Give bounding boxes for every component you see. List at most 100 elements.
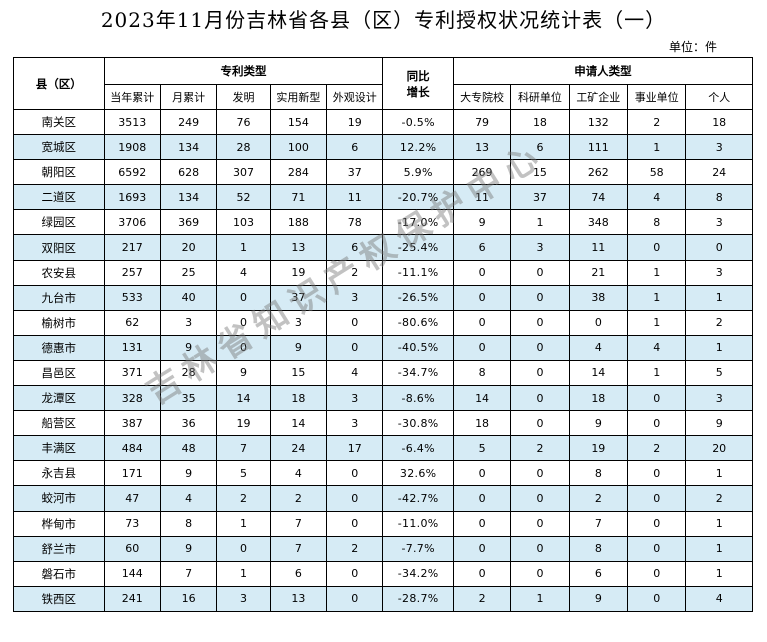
county-name-cell: 船营区 xyxy=(13,410,105,437)
growth-cell: -20.7% xyxy=(382,184,454,211)
value-cell: 8 xyxy=(452,359,512,387)
value-cell: 0 xyxy=(216,535,271,562)
value-cell: 0 xyxy=(510,510,570,537)
value-cell: 3 xyxy=(510,234,570,261)
value-cell: 0 xyxy=(452,560,512,587)
value-cell: 171 xyxy=(103,460,161,487)
value-cell: 0 xyxy=(326,485,384,512)
value-cell: 35 xyxy=(159,385,218,412)
value-cell: 1 xyxy=(626,359,687,387)
growth-cell: -28.7% xyxy=(382,585,454,612)
value-cell: 3513 xyxy=(103,108,161,136)
county-name-cell: 德惠市 xyxy=(13,334,105,361)
county-name-cell: 桦甸市 xyxy=(13,510,105,537)
value-cell: 3 xyxy=(159,309,218,336)
value-cell: 241 xyxy=(103,585,161,612)
value-cell: 3706 xyxy=(103,209,161,236)
table-row: 南关区 3513 249 76 154 19 -0.5% 79 18 132 2 18 xyxy=(13,108,753,136)
value-cell: 79 xyxy=(452,108,512,136)
value-cell: 58 xyxy=(626,159,687,186)
growth-header: 同比 增长 xyxy=(382,57,454,110)
value-cell: 14 xyxy=(568,359,629,387)
value-cell: 3 xyxy=(269,309,328,336)
value-cell: 1 xyxy=(626,134,687,161)
value-cell: 3 xyxy=(685,134,753,161)
value-cell: 217 xyxy=(103,234,161,261)
value-cell: 15 xyxy=(269,359,328,387)
value-cell: 74 xyxy=(568,184,629,211)
value-cell: 154 xyxy=(269,108,328,136)
value-cell: 19 xyxy=(326,108,384,136)
value-cell: 9 xyxy=(159,460,218,487)
value-cell: 0 xyxy=(626,585,687,612)
value-cell: 0 xyxy=(452,485,512,512)
value-cell: 0 xyxy=(326,460,384,487)
value-cell: 387 xyxy=(103,410,161,437)
growth-cell: -40.5% xyxy=(382,334,454,361)
growth-cell: -8.6% xyxy=(382,385,454,412)
value-cell: 76 xyxy=(216,108,271,136)
value-cell: 20 xyxy=(685,435,753,462)
value-cell: 62 xyxy=(103,309,161,336)
table-row: 永吉县 171 9 5 4 0 32.6% 0 0 8 0 1 xyxy=(13,460,753,487)
table-row: 二道区 1693 134 52 71 11 -20.7% 11 37 74 4 8 xyxy=(13,184,753,211)
value-cell: 24 xyxy=(269,435,328,462)
value-cell: 60 xyxy=(103,535,161,562)
value-cell: 9 xyxy=(216,359,271,387)
value-cell: 1 xyxy=(216,234,271,261)
growth-cell: 5.9% xyxy=(382,159,454,186)
county-name-cell: 朝阳区 xyxy=(13,159,105,186)
value-cell: 71 xyxy=(269,184,328,211)
value-cell: 1 xyxy=(626,259,687,286)
value-cell: 0 xyxy=(626,410,687,437)
value-cell: 7 xyxy=(269,535,328,562)
value-cell: 1 xyxy=(510,585,570,612)
county-name-cell: 二道区 xyxy=(13,184,105,211)
value-cell: 2 xyxy=(626,435,687,462)
value-cell: 11 xyxy=(326,184,384,211)
value-cell: 73 xyxy=(103,510,161,537)
value-cell: 1 xyxy=(685,460,753,487)
value-cell: 6 xyxy=(452,234,512,261)
value-cell: 0 xyxy=(326,334,384,361)
value-cell: 4 xyxy=(159,485,218,512)
value-cell: 284 xyxy=(269,159,328,186)
value-cell: 1 xyxy=(685,560,753,587)
value-cell: 3 xyxy=(326,284,384,311)
value-cell: 628 xyxy=(159,159,218,186)
table-row: 双阳区 217 20 1 13 6 -25.4% 6 3 11 0 0 xyxy=(13,234,753,261)
value-cell: 4 xyxy=(216,259,271,286)
value-cell: 100 xyxy=(269,134,328,161)
value-cell: 3 xyxy=(685,385,753,412)
county-name-cell: 磐石市 xyxy=(13,560,105,587)
value-cell: 262 xyxy=(568,159,629,186)
table-body: 南关区 3513 249 76 154 19 -0.5% 79 18 132 2 18 宽城区 1908 1… xyxy=(13,108,753,612)
value-cell: 0 xyxy=(626,460,687,487)
col-header-individual: 个人 xyxy=(685,84,753,110)
value-cell: 9 xyxy=(269,334,328,361)
growth-cell: 32.6% xyxy=(382,460,454,487)
county-name-cell: 永吉县 xyxy=(13,460,105,487)
value-cell: 13 xyxy=(269,585,328,612)
value-cell: 19 xyxy=(568,435,629,462)
county-name-cell: 舒兰市 xyxy=(13,535,105,562)
value-cell: 0 xyxy=(452,309,512,336)
value-cell: 0 xyxy=(452,460,512,487)
value-cell: 4 xyxy=(626,334,687,361)
value-cell: 6592 xyxy=(103,159,161,186)
value-cell: 4 xyxy=(626,184,687,211)
value-cell: 7 xyxy=(159,560,218,587)
growth-cell: -26.5% xyxy=(382,284,454,311)
value-cell: 38 xyxy=(568,284,629,311)
value-cell: 8 xyxy=(568,535,629,562)
value-cell: 9 xyxy=(159,535,218,562)
value-cell: 0 xyxy=(510,309,570,336)
value-cell: 348 xyxy=(568,209,629,236)
value-cell: 0 xyxy=(510,535,570,562)
county-header: 县（区） xyxy=(13,57,105,110)
table-row: 船营区 387 36 19 14 3 -30.8% 18 0 9 0 9 xyxy=(13,410,753,437)
value-cell: 0 xyxy=(510,485,570,512)
value-cell: 28 xyxy=(216,134,271,161)
value-cell: 14 xyxy=(269,410,328,437)
county-name-cell: 双阳区 xyxy=(13,234,105,261)
